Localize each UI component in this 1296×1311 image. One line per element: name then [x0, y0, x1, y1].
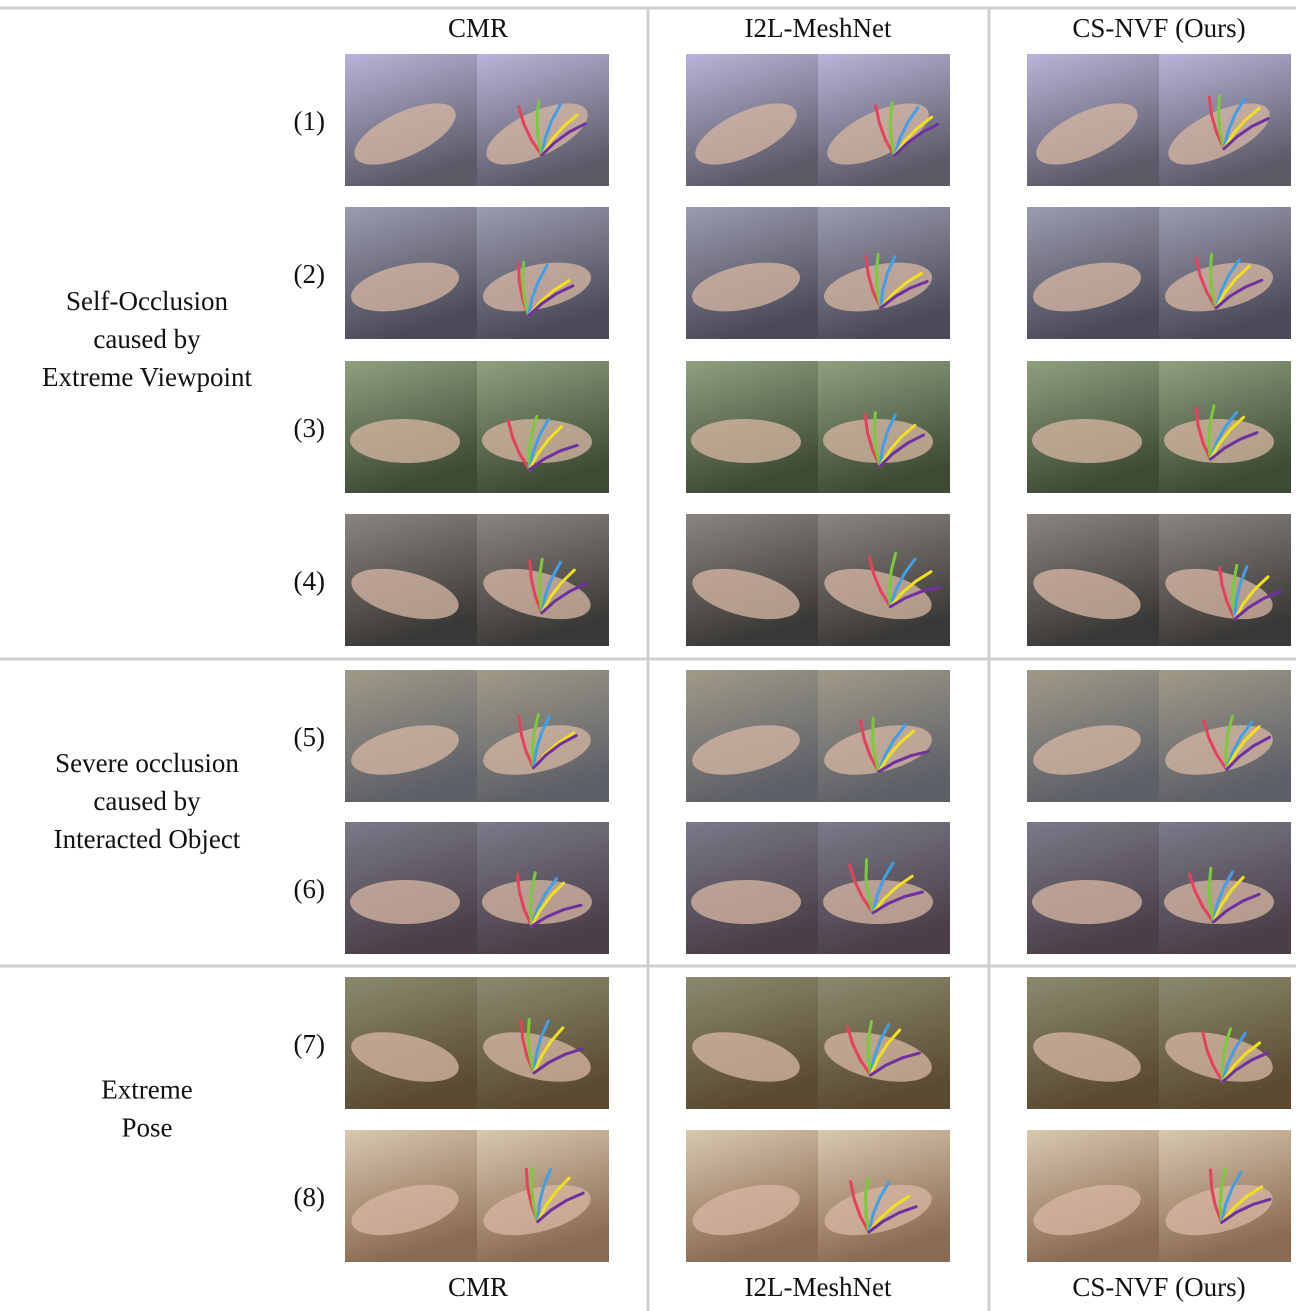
- page: CMR CMR I2L-MeshNet I2L-MeshNet CS-NVF (Ours…: [0, 0, 1296, 1311]
- row-label: (7): [294, 1029, 325, 1059]
- group-label: Extreme Viewpoint: [42, 362, 253, 392]
- column-header: CMR: [448, 13, 508, 43]
- hand: [1032, 880, 1142, 924]
- group-label: Interacted Object: [54, 824, 241, 854]
- group-label: Pose: [121, 1113, 172, 1143]
- hand: [823, 880, 933, 924]
- column-header: CS-NVF (Ours): [1072, 13, 1245, 43]
- column-footer: CS-NVF (Ours): [1072, 1272, 1245, 1302]
- hand: [691, 880, 801, 924]
- row-label: (4): [294, 566, 325, 596]
- hand: [350, 880, 460, 924]
- row-label: (2): [294, 259, 325, 289]
- group-label: Extreme: [101, 1075, 192, 1105]
- row-label: (5): [294, 722, 325, 752]
- group-label: Severe occlusion: [55, 748, 239, 778]
- row-label: (3): [294, 413, 325, 443]
- group-label: caused by: [93, 324, 201, 354]
- column-footer: I2L-MeshNet: [745, 1272, 892, 1302]
- row-label: (6): [294, 874, 325, 904]
- row-label: (8): [294, 1182, 325, 1212]
- group-label: Self-Occlusion: [66, 286, 228, 316]
- column-footer: CMR: [448, 1272, 508, 1302]
- column-header: I2L-MeshNet: [745, 13, 892, 43]
- group-label: caused by: [93, 786, 201, 816]
- figure: CMR CMR I2L-MeshNet I2L-MeshNet CS-NVF (Ours…: [0, 0, 1296, 1311]
- row-label: (1): [294, 106, 325, 136]
